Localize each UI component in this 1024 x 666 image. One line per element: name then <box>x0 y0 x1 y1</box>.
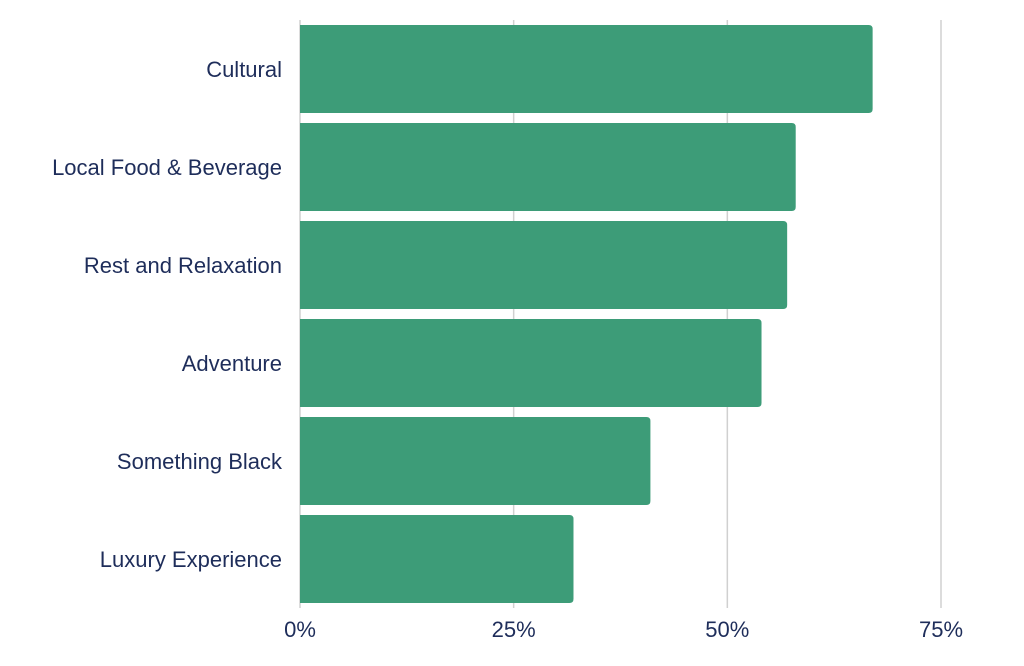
bar-adventure <box>300 319 762 407</box>
category-label: Adventure <box>182 351 282 376</box>
grid-lines <box>299 20 942 608</box>
category-label: Rest and Relaxation <box>84 253 282 278</box>
bars <box>300 25 873 603</box>
bar-luxury-experience <box>300 515 574 603</box>
bar-something-black <box>300 417 651 505</box>
x-axis-tick-labels: 0% 25% 50% 75% <box>284 617 963 642</box>
x-tick-label: 50% <box>705 617 749 642</box>
category-label: Local Food & Beverage <box>52 155 282 180</box>
category-label: Something Black <box>117 449 283 474</box>
bar-rest-and-relaxation <box>300 221 788 309</box>
category-label: Luxury Experience <box>100 547 282 572</box>
bar-local-food-beverage <box>300 123 796 211</box>
x-tick-label: 75% <box>919 617 963 642</box>
category-labels: Cultural Local Food & Beverage Rest and Re… <box>52 57 283 572</box>
bar-cultural <box>300 25 873 113</box>
category-label: Cultural <box>206 57 282 82</box>
x-tick-label: 0% <box>284 617 316 642</box>
x-tick-label: 25% <box>492 617 536 642</box>
